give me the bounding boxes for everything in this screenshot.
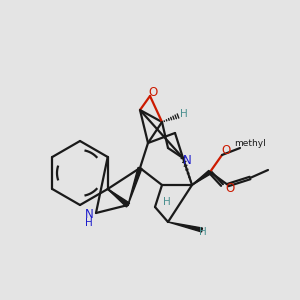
Text: O: O (225, 182, 235, 196)
Text: H: H (85, 218, 93, 228)
Polygon shape (108, 189, 130, 207)
Text: methyl: methyl (234, 140, 266, 148)
Text: H: H (199, 227, 207, 237)
Text: O: O (148, 85, 158, 98)
Text: N: N (85, 208, 93, 220)
Polygon shape (192, 170, 211, 185)
Polygon shape (168, 222, 203, 232)
Text: H: H (180, 109, 188, 119)
Text: N: N (183, 154, 191, 166)
Polygon shape (128, 167, 142, 205)
Text: H: H (163, 197, 171, 207)
Text: O: O (221, 145, 231, 158)
